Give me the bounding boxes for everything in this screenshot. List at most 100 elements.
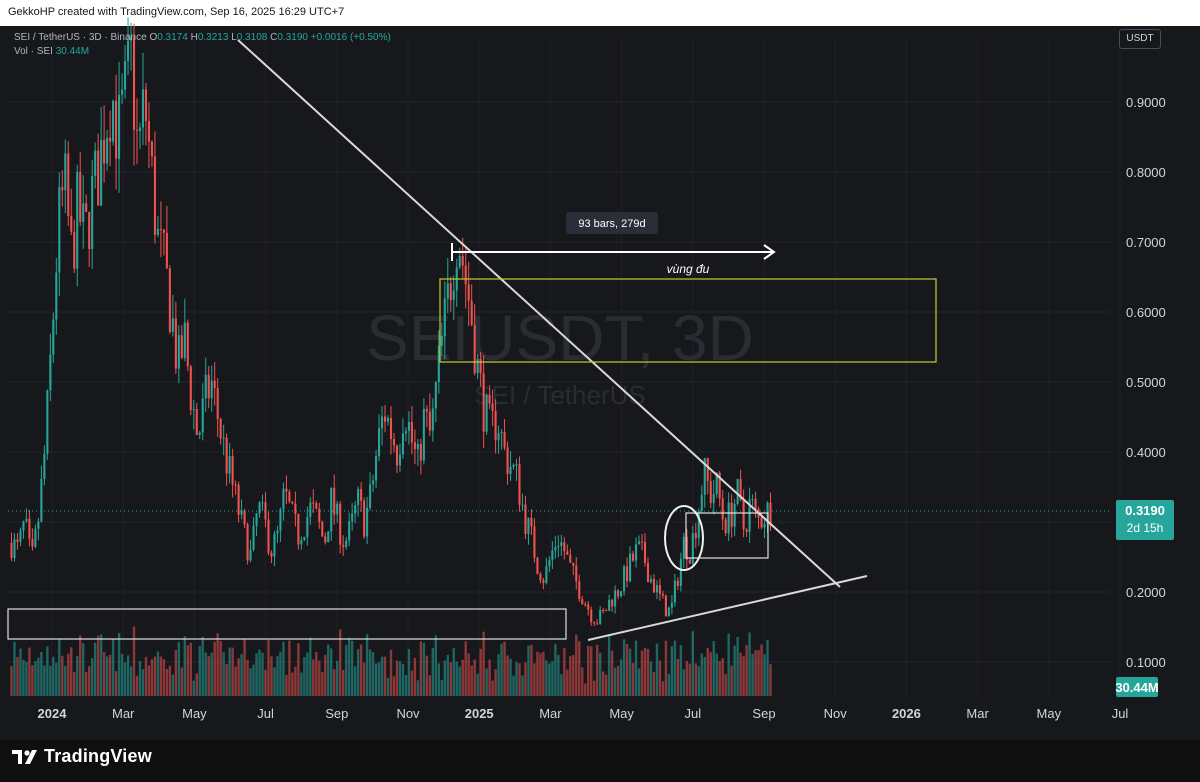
volume-bar	[533, 663, 536, 696]
candle-body	[31, 538, 34, 547]
candle-body	[360, 488, 363, 501]
volume-bar	[156, 651, 160, 696]
candle-body	[634, 544, 638, 561]
time-tick-label: Nov	[396, 706, 420, 721]
volume-bar	[37, 657, 40, 696]
volume-bar	[398, 661, 402, 696]
candle-body	[94, 150, 97, 177]
close-label: C	[270, 32, 278, 43]
volume-bar	[560, 674, 563, 696]
candle-body	[655, 585, 658, 593]
candle-body	[79, 171, 82, 222]
volume-bar	[449, 662, 452, 696]
tradingview-logo[interactable]: TradingView	[12, 746, 152, 767]
volume-bar	[264, 669, 267, 696]
candle-body	[419, 444, 422, 461]
volume-bar	[745, 645, 748, 696]
volume-bar	[527, 645, 530, 696]
volume-bar	[258, 649, 261, 696]
zone-rectangle[interactable]	[439, 278, 937, 363]
candle-body	[46, 390, 49, 454]
volume-bar	[171, 674, 175, 696]
candle-body	[748, 499, 751, 532]
volume-bar	[563, 648, 566, 696]
candle-body	[285, 488, 288, 492]
volume-bar	[279, 651, 282, 696]
candle-body	[231, 456, 234, 485]
volume-bar	[228, 647, 231, 696]
volume-bar	[655, 643, 659, 696]
volume-bar	[694, 663, 697, 696]
volume-bar	[703, 657, 706, 696]
candle-body	[37, 521, 40, 529]
candle-body	[267, 519, 270, 553]
candle-body	[165, 232, 168, 269]
high-value: 0.3213	[197, 32, 229, 43]
symbol-line: SEI / TetherUS · 3D · Binance	[14, 32, 147, 43]
volume-bar	[431, 647, 435, 696]
volume-bar	[22, 659, 25, 696]
open-value: 0.3174	[157, 32, 188, 43]
volume-bar	[368, 649, 372, 696]
candle-body	[201, 398, 204, 433]
highlight-ellipse[interactable]	[664, 505, 704, 571]
author-line: GekkoHP created with TradingView.com, Se…	[8, 6, 345, 18]
candle-body	[467, 284, 470, 301]
candle-body	[763, 524, 766, 528]
price-tick-label: 0.4000	[1126, 445, 1166, 460]
volume-bar	[410, 670, 414, 696]
candle-body	[150, 141, 153, 157]
volume-bar	[488, 659, 491, 696]
volume-bar	[31, 665, 34, 696]
candle-body	[91, 176, 94, 250]
candle-body	[670, 602, 673, 608]
volume-bar	[64, 665, 67, 696]
candle-body	[383, 416, 387, 422]
candle-body	[590, 609, 593, 622]
ascending-trendline[interactable]	[587, 575, 868, 641]
close-value: 0.3190	[277, 32, 308, 43]
candle-body	[694, 533, 697, 539]
volume-bar	[452, 648, 455, 696]
candle-body	[180, 335, 183, 358]
volume-bar	[536, 651, 539, 696]
time-scale[interactable]: 2024 Mar May Jul Sep Nov 2025 Mar May Jul Sep Nov 20…	[38, 706, 1129, 721]
volume-bar	[225, 664, 228, 696]
volume-bar	[652, 672, 656, 696]
volume-bar	[718, 661, 721, 696]
price-scale[interactable]: 0.90000.80000.70000.60000.50000.40000.30…	[1126, 95, 1166, 670]
currency-button[interactable]: USDT	[1119, 29, 1161, 49]
volume-bar	[584, 683, 587, 696]
volume-bar	[443, 660, 446, 696]
drawings[interactable]: 93 bars, 279d vùng đu	[7, 39, 937, 641]
volume-bar	[389, 649, 393, 696]
price-tick-label: 0.5000	[1126, 375, 1166, 390]
price-badge-value: 0.3190	[1125, 503, 1165, 518]
time-tick-label: Sep	[325, 706, 348, 721]
price-badge	[1116, 500, 1174, 540]
volume-bar	[539, 653, 542, 696]
candle-body	[330, 487, 333, 532]
support-rectangle[interactable]	[7, 608, 567, 640]
volume-bar	[551, 661, 554, 696]
volume-bar	[506, 655, 509, 696]
candle-body	[76, 171, 79, 269]
candle-body	[769, 502, 772, 526]
volume-bar	[464, 641, 467, 696]
candle-body	[13, 539, 16, 559]
candle-body	[243, 510, 246, 525]
candle-body	[138, 127, 142, 131]
time-tick-label: Sep	[752, 706, 775, 721]
candle-body	[129, 36, 133, 41]
volume-bar	[736, 637, 739, 696]
candle-body	[584, 604, 587, 606]
volume-bar	[243, 638, 246, 696]
candle-body	[673, 580, 676, 603]
candle-body	[135, 129, 139, 131]
candle-body	[706, 458, 709, 482]
consolidation-rectangle[interactable]	[685, 512, 769, 559]
candle-body	[646, 562, 650, 583]
candle-body	[596, 623, 599, 625]
descending-trendline[interactable]	[237, 39, 841, 588]
